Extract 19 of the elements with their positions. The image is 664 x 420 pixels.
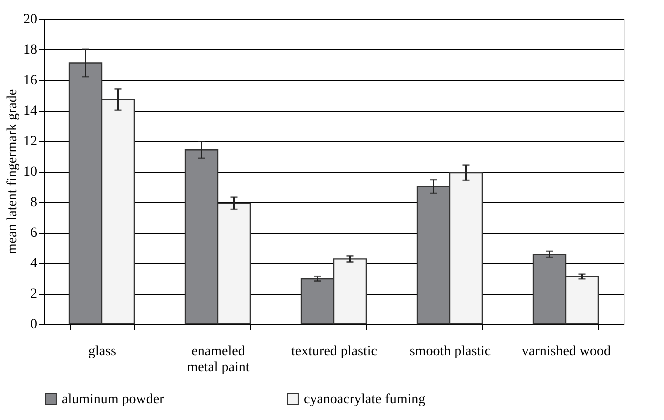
y-tick-label: 4 — [30, 256, 38, 272]
x-tick-label: glass — [88, 344, 116, 360]
x-tick-label: smooth plastic — [410, 344, 492, 360]
y-tick-label: 10 — [24, 165, 38, 180]
y-tick-label: 18 — [24, 43, 38, 58]
y-tick-label: 16 — [24, 74, 38, 88]
y-tick-label: 12 — [24, 134, 38, 150]
x-tick-label: varnished wood — [522, 344, 612, 360]
y-tick-label: 20 — [24, 12, 38, 28]
legend-label: cyanoacrylate fuming — [304, 392, 426, 408]
y-tick-label: 6 — [30, 226, 38, 241]
y-tick-label: 2 — [30, 287, 38, 302]
y-tick-label: 0 — [30, 318, 38, 332]
y-axis-title: mean latent fingermark grade — [6, 89, 20, 255]
x-tick-label: textured plastic — [292, 344, 378, 360]
y-tick-label: 8 — [30, 196, 38, 210]
y-tick-label: 14 — [24, 104, 38, 119]
legend-label: aluminum powder — [62, 392, 165, 408]
x-tick-label: enameled metal paint — [187, 344, 250, 376]
